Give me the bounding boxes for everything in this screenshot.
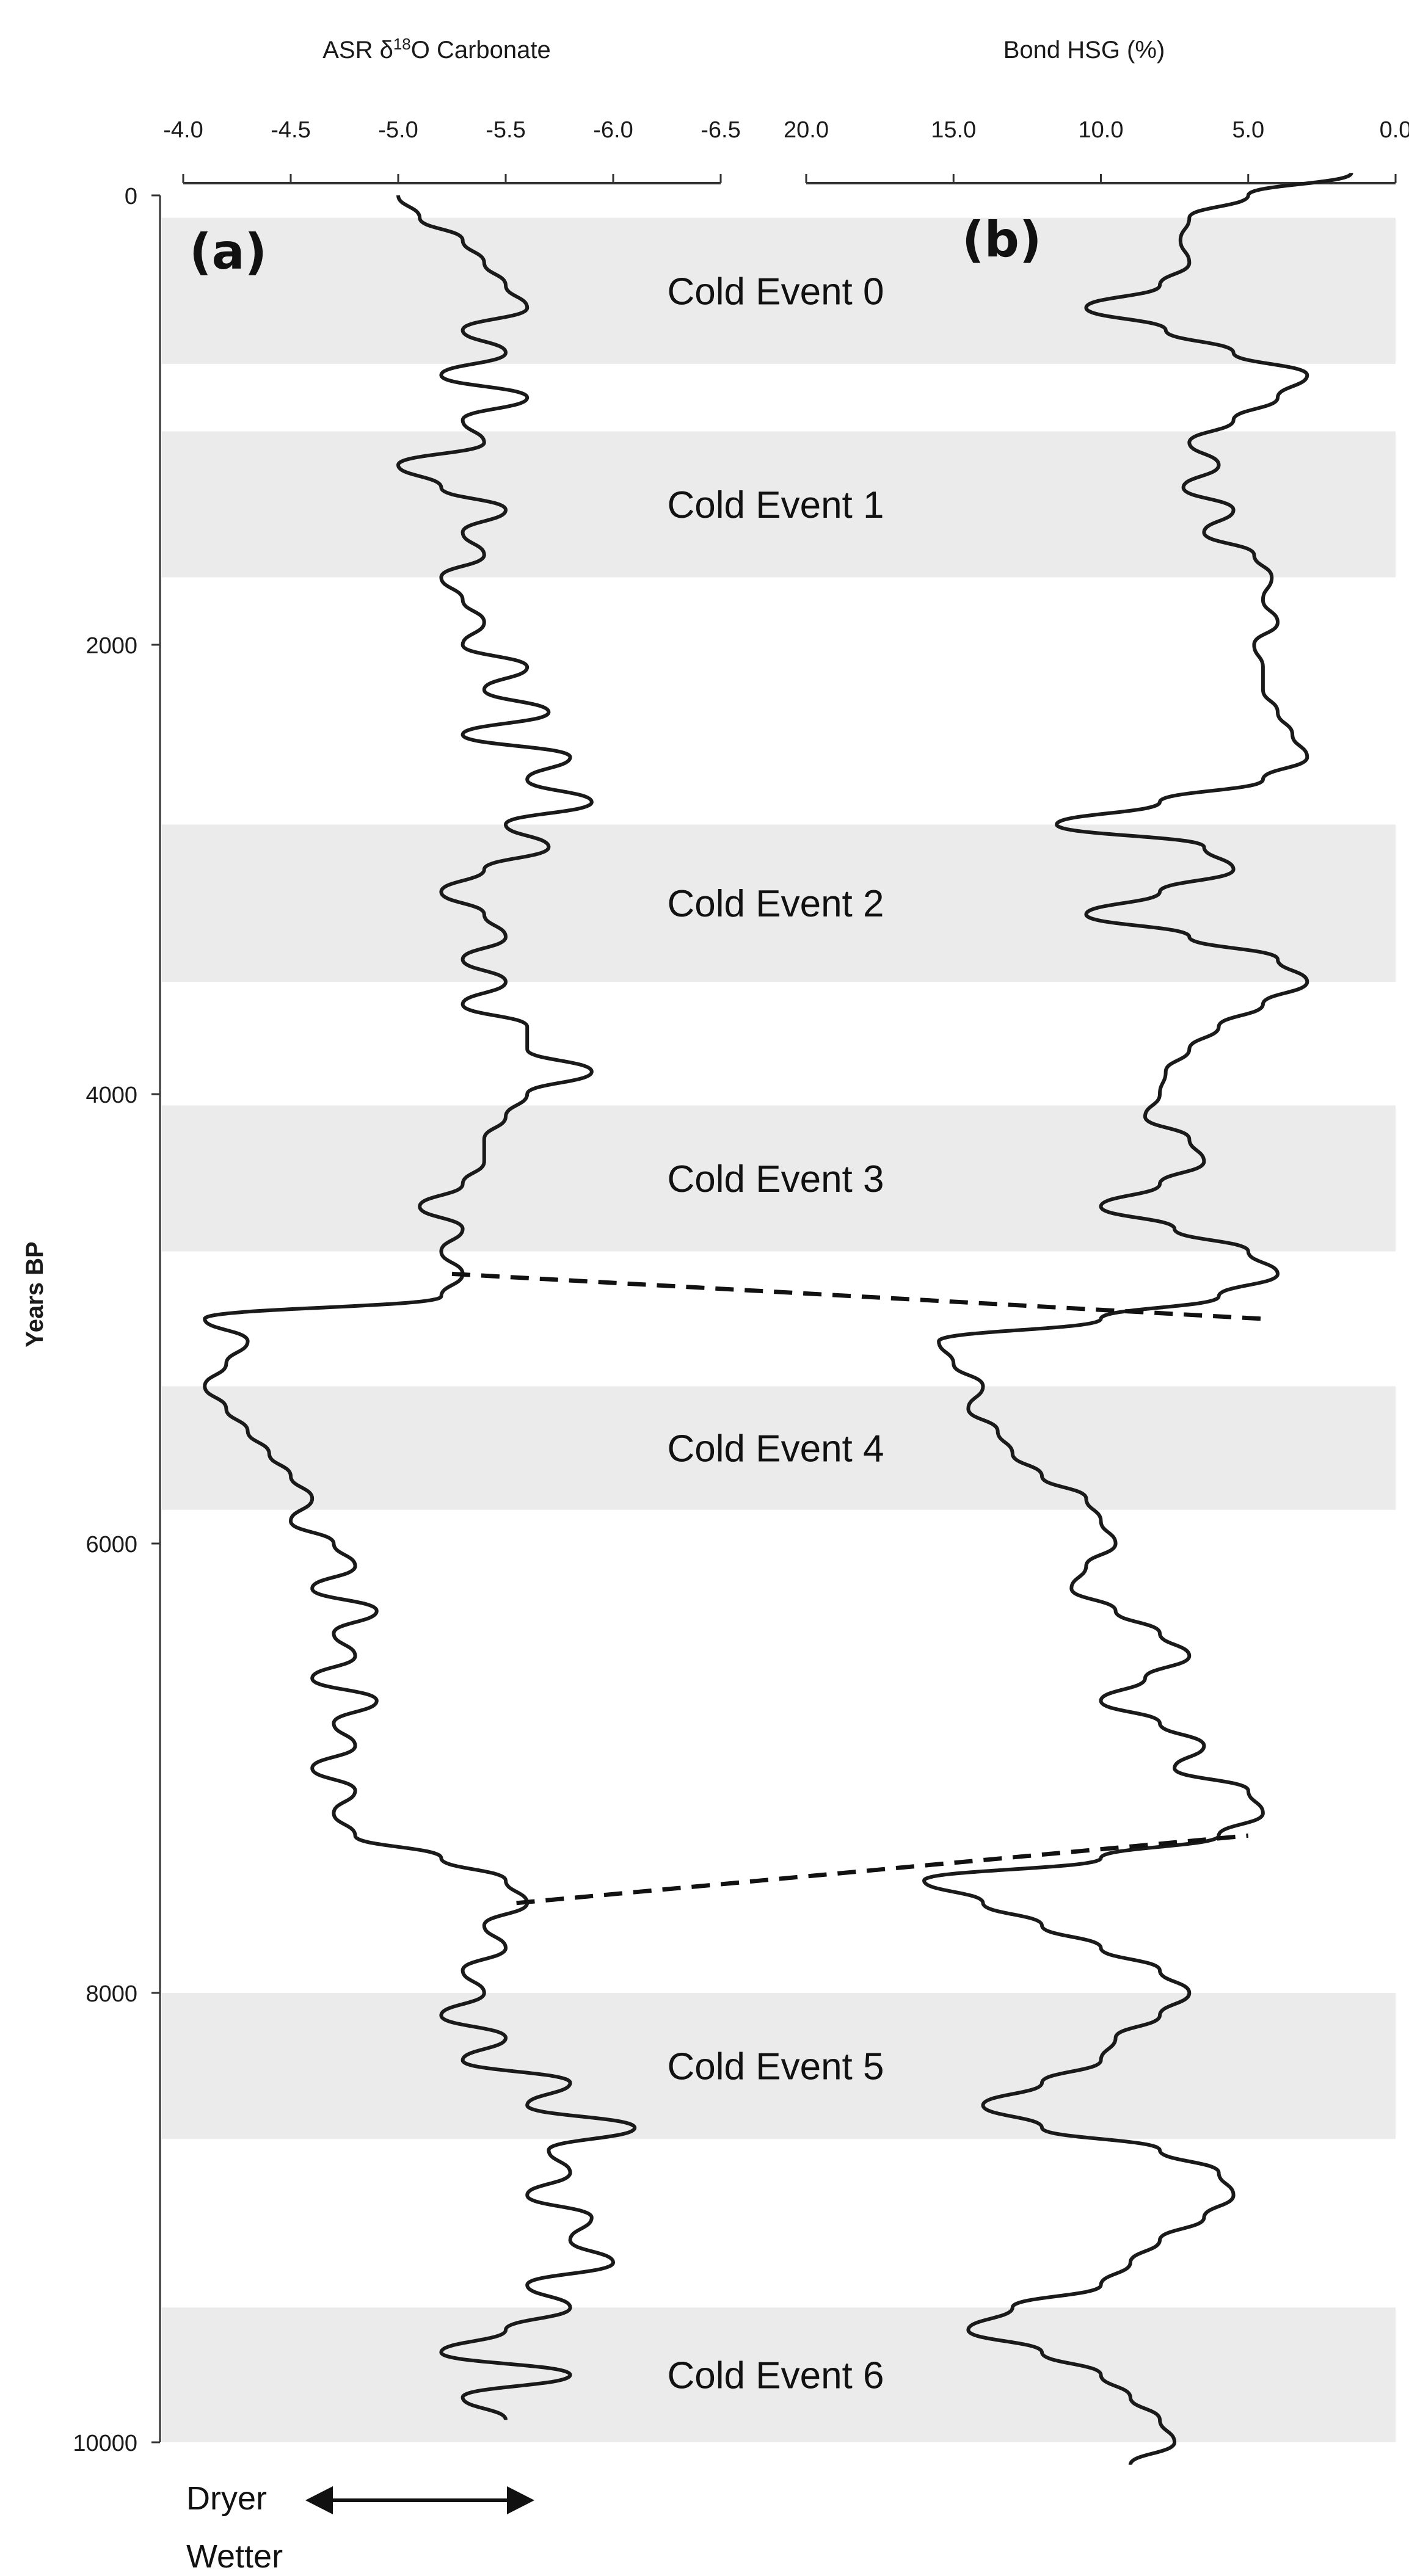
panel-b-tick-label: 10.0 bbox=[1079, 117, 1124, 143]
wetter-label: Wetter bbox=[186, 2538, 283, 2575]
panel-a-title-tail: O Carbonate bbox=[411, 37, 551, 63]
cold-event-label: Cold Event 5 bbox=[668, 2046, 884, 2088]
panel-a-label: (a) bbox=[189, 223, 267, 280]
panel-a-title-main: ASR δ bbox=[322, 37, 393, 63]
cold-event-band bbox=[162, 2307, 1396, 2442]
cold-event-label: Cold Event 6 bbox=[668, 2355, 884, 2397]
cold-event-labels: Cold Event 0 Cold Event 1 Cold Event 2 Cold… bbox=[668, 270, 884, 2396]
dryer-label: Dryer bbox=[186, 2480, 267, 2517]
dashed-connectors bbox=[451, 1271, 1264, 1906]
hsg-series-line bbox=[922, 172, 1353, 2465]
y-tick-label: 10000 bbox=[73, 2431, 137, 2456]
panel-a-tick-label: -4.0 bbox=[163, 117, 203, 143]
arrow-head-right bbox=[507, 2486, 534, 2514]
cold-event-band bbox=[162, 1105, 1396, 1252]
y-tick-label: 8000 bbox=[86, 1981, 137, 2007]
y-tick-label: 2000 bbox=[86, 633, 137, 659]
arrow-head-left bbox=[305, 2486, 333, 2514]
panel-a-title-sup: 18 bbox=[393, 35, 411, 53]
panel-a-tick-label: -5.5 bbox=[486, 117, 525, 143]
y-tick-label: 4000 bbox=[86, 1083, 137, 1108]
panel-a-tick-label: -6.0 bbox=[593, 117, 633, 143]
dashed-connector bbox=[451, 1271, 1264, 1321]
panel-a-tick-label: -6.5 bbox=[701, 117, 740, 143]
cold-event-band bbox=[162, 431, 1396, 578]
panel-b-tick-label: 0.0 bbox=[1380, 117, 1409, 143]
panel-b-tick-label: 5.0 bbox=[1232, 117, 1264, 143]
panel-b-axis: Bond HSG (%) bbox=[806, 37, 1396, 184]
panel-a-tick-label: -5.0 bbox=[378, 117, 418, 143]
cold-event-bands bbox=[162, 217, 1396, 2442]
panel-b-series bbox=[922, 172, 1353, 2465]
panel-b-tick-label: 15.0 bbox=[931, 117, 976, 143]
panel-b-ticks: 20.0 15.0 10.0 5.0 0.0 bbox=[784, 117, 1409, 183]
panel-a-axis: ASR δ18O Carbonate bbox=[159, 35, 721, 2442]
panel-a-ticks: -4.0 -4.5 -5.0 -5.5 -6.0 -6.5 bbox=[163, 117, 741, 183]
y-ticks: 0 2000 4000 6000 8000 10000 bbox=[73, 184, 160, 2456]
cold-event-label: Cold Event 2 bbox=[668, 883, 884, 925]
delta18o-series-line bbox=[203, 195, 637, 2421]
cold-event-label: Cold Event 3 bbox=[668, 1158, 884, 1200]
panel-a-tick-label: -4.5 bbox=[271, 117, 310, 143]
y-axis-title: Years BP bbox=[21, 1241, 48, 1347]
panel-b-axis-title: Bond HSG (%) bbox=[1003, 37, 1165, 63]
panel-a-axis-title: ASR δ18O Carbonate bbox=[322, 35, 551, 63]
cold-event-band bbox=[162, 1993, 1396, 2139]
panel-b-tick-label: 20.0 bbox=[784, 117, 829, 143]
cold-event-band bbox=[162, 824, 1396, 982]
panel-b-label: (b) bbox=[962, 211, 1041, 268]
dashed-connector bbox=[516, 1833, 1249, 1906]
y-tick-label: 6000 bbox=[86, 1532, 137, 1558]
dryer-wetter-arrow: Dryer Wetter bbox=[186, 2480, 534, 2575]
y-tick-label: 0 bbox=[125, 184, 137, 209]
cold-event-label: Cold Event 0 bbox=[668, 270, 884, 313]
cold-event-label: Cold Event 4 bbox=[668, 1428, 884, 1470]
panel-a-series bbox=[203, 195, 637, 2421]
cold-event-label: Cold Event 1 bbox=[668, 484, 884, 526]
cold-event-band bbox=[162, 1386, 1396, 1510]
